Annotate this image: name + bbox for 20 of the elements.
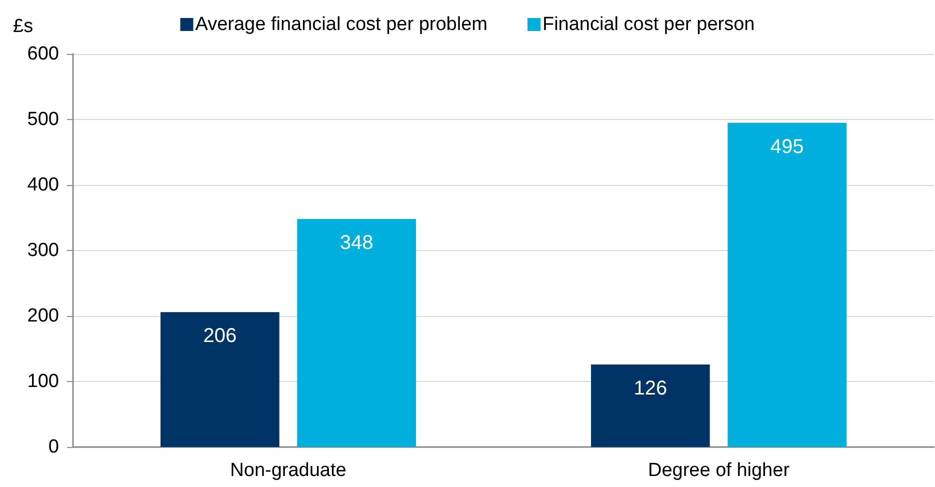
y-tick-label: 300 bbox=[27, 240, 59, 261]
data-label: 126 bbox=[634, 377, 668, 400]
legend-label: Financial cost per person bbox=[542, 14, 755, 35]
x-tick-label: Non-graduate bbox=[230, 460, 346, 481]
data-label: 348 bbox=[340, 232, 374, 254]
y-tick-label: 400 bbox=[27, 174, 59, 196]
bar bbox=[160, 312, 280, 447]
data-label: 495 bbox=[770, 136, 804, 158]
data-label: 206 bbox=[203, 325, 237, 348]
y-tick-label: 500 bbox=[27, 109, 59, 130]
y-axis-title: £s bbox=[13, 16, 34, 37]
x-tick-label: Degree of higher bbox=[648, 460, 790, 481]
bar bbox=[297, 219, 416, 447]
legend-label: Average financial cost per problem bbox=[195, 14, 488, 35]
y-tick-label: 0 bbox=[48, 436, 59, 458]
y-tick-label: 200 bbox=[27, 306, 59, 326]
bar bbox=[591, 364, 710, 447]
bar bbox=[728, 122, 846, 447]
y-tick-label: 600 bbox=[27, 44, 59, 64]
y-tick-label: 100 bbox=[27, 371, 59, 392]
